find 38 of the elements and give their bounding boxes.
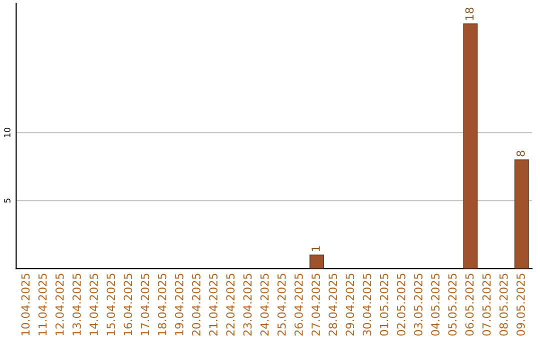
x-tick-label: 10.04.2025 xyxy=(21,274,30,336)
x-tick-label: 09.05.2025 xyxy=(516,274,525,336)
x-tick-label: 25.04.2025 xyxy=(277,274,286,336)
x-tick-label: 21.04.2025 xyxy=(209,274,218,336)
x-tick-label: 27.04.2025 xyxy=(312,274,320,336)
x-tick-label: 14.04.2025 xyxy=(90,274,98,336)
x-tick-label: 13.04.2025 xyxy=(72,274,81,336)
data-label: 1 xyxy=(312,246,320,252)
x-tick-label: 03.05.2025 xyxy=(414,274,422,336)
x-tick-label: 02.05.2025 xyxy=(396,274,406,336)
x-tick-label: 12.04.2025 xyxy=(55,274,64,336)
bar xyxy=(463,23,478,269)
x-tick-label: 05.05.2025 xyxy=(448,274,457,336)
x-tick-label: 04.05.2025 xyxy=(431,274,440,336)
x-tick-label: 29.04.2025 xyxy=(346,274,354,336)
x-tick-label: 16.04.2025 xyxy=(124,274,132,336)
x-tick-label: 30.04.2025 xyxy=(362,274,372,336)
x-tick-label: 20.04.2025 xyxy=(192,274,200,336)
x-tick-label: 15.04.2025 xyxy=(106,274,116,336)
x-tick-label: 23.04.2025 xyxy=(243,274,252,336)
x-tick-label: 28.04.2025 xyxy=(328,274,338,336)
x-tick-label: 24.04.2025 xyxy=(260,274,269,336)
x-tick-label: 18.04.2025 xyxy=(158,274,166,336)
x-tick-label: 22.04.2025 xyxy=(226,274,235,336)
x-tick-label: 11.04.2025 xyxy=(38,274,47,336)
bar xyxy=(514,159,529,269)
x-tick-label: 07.05.2025 xyxy=(482,274,491,336)
x-tick-label: 26.04.2025 xyxy=(294,274,303,336)
data-label: 18 xyxy=(465,8,474,20)
x-tick-label: 19.04.2025 xyxy=(174,274,184,336)
bar xyxy=(309,254,324,269)
x-tick-label: 01.05.2025 xyxy=(380,274,388,336)
x-tick-label: 17.04.2025 xyxy=(140,274,150,336)
x-tick-label: 08.05.2025 xyxy=(499,274,508,336)
y-tick-label: 5 xyxy=(4,198,10,203)
data-label: 8 xyxy=(516,150,525,156)
x-tick-label: 06.05.2025 xyxy=(465,274,474,336)
y-tick-label: 10 xyxy=(4,128,10,137)
